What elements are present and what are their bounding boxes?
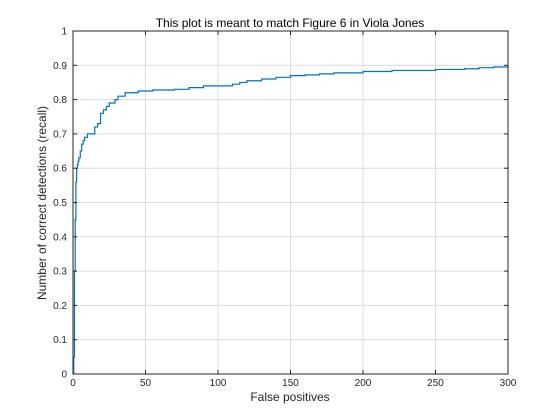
y-tick-label: 0.2 [53,301,67,312]
x-tick-label: 200 [355,378,372,389]
x-axis-label: False positives [250,390,329,404]
x-tick-label: 150 [282,378,299,389]
y-tick-label: 0 [61,370,67,381]
y-tick-label: 0.3 [53,267,67,278]
y-tick-label: 0.7 [53,129,67,140]
chart-title: This plot is meant to match Figure 6 in … [156,16,425,30]
x-tick-label: 100 [210,378,227,389]
x-tick-label: 300 [500,378,517,389]
y-tick-label: 0.9 [53,61,67,72]
y-tick-label: 1 [61,27,67,38]
y-tick-label: 0.8 [53,95,67,106]
recall-line [73,66,509,375]
x-tick-label: 250 [427,378,444,389]
y-tick-label: 0.1 [53,335,67,346]
y-tick-label: 0.6 [53,164,67,175]
y-axis-label: Number of correct detections (recall) [35,106,49,300]
series-layer [73,66,509,375]
x-tick-label: 50 [140,378,152,389]
y-tick-label: 0.4 [53,232,67,243]
y-tick-label: 0.5 [53,198,67,209]
axes: 0 50 100 150 200 250 300 0 0.1 0.2 0.3 0.4 0.5 0.6 0.7… [53,27,517,390]
x-tick-label: 0 [70,378,76,389]
